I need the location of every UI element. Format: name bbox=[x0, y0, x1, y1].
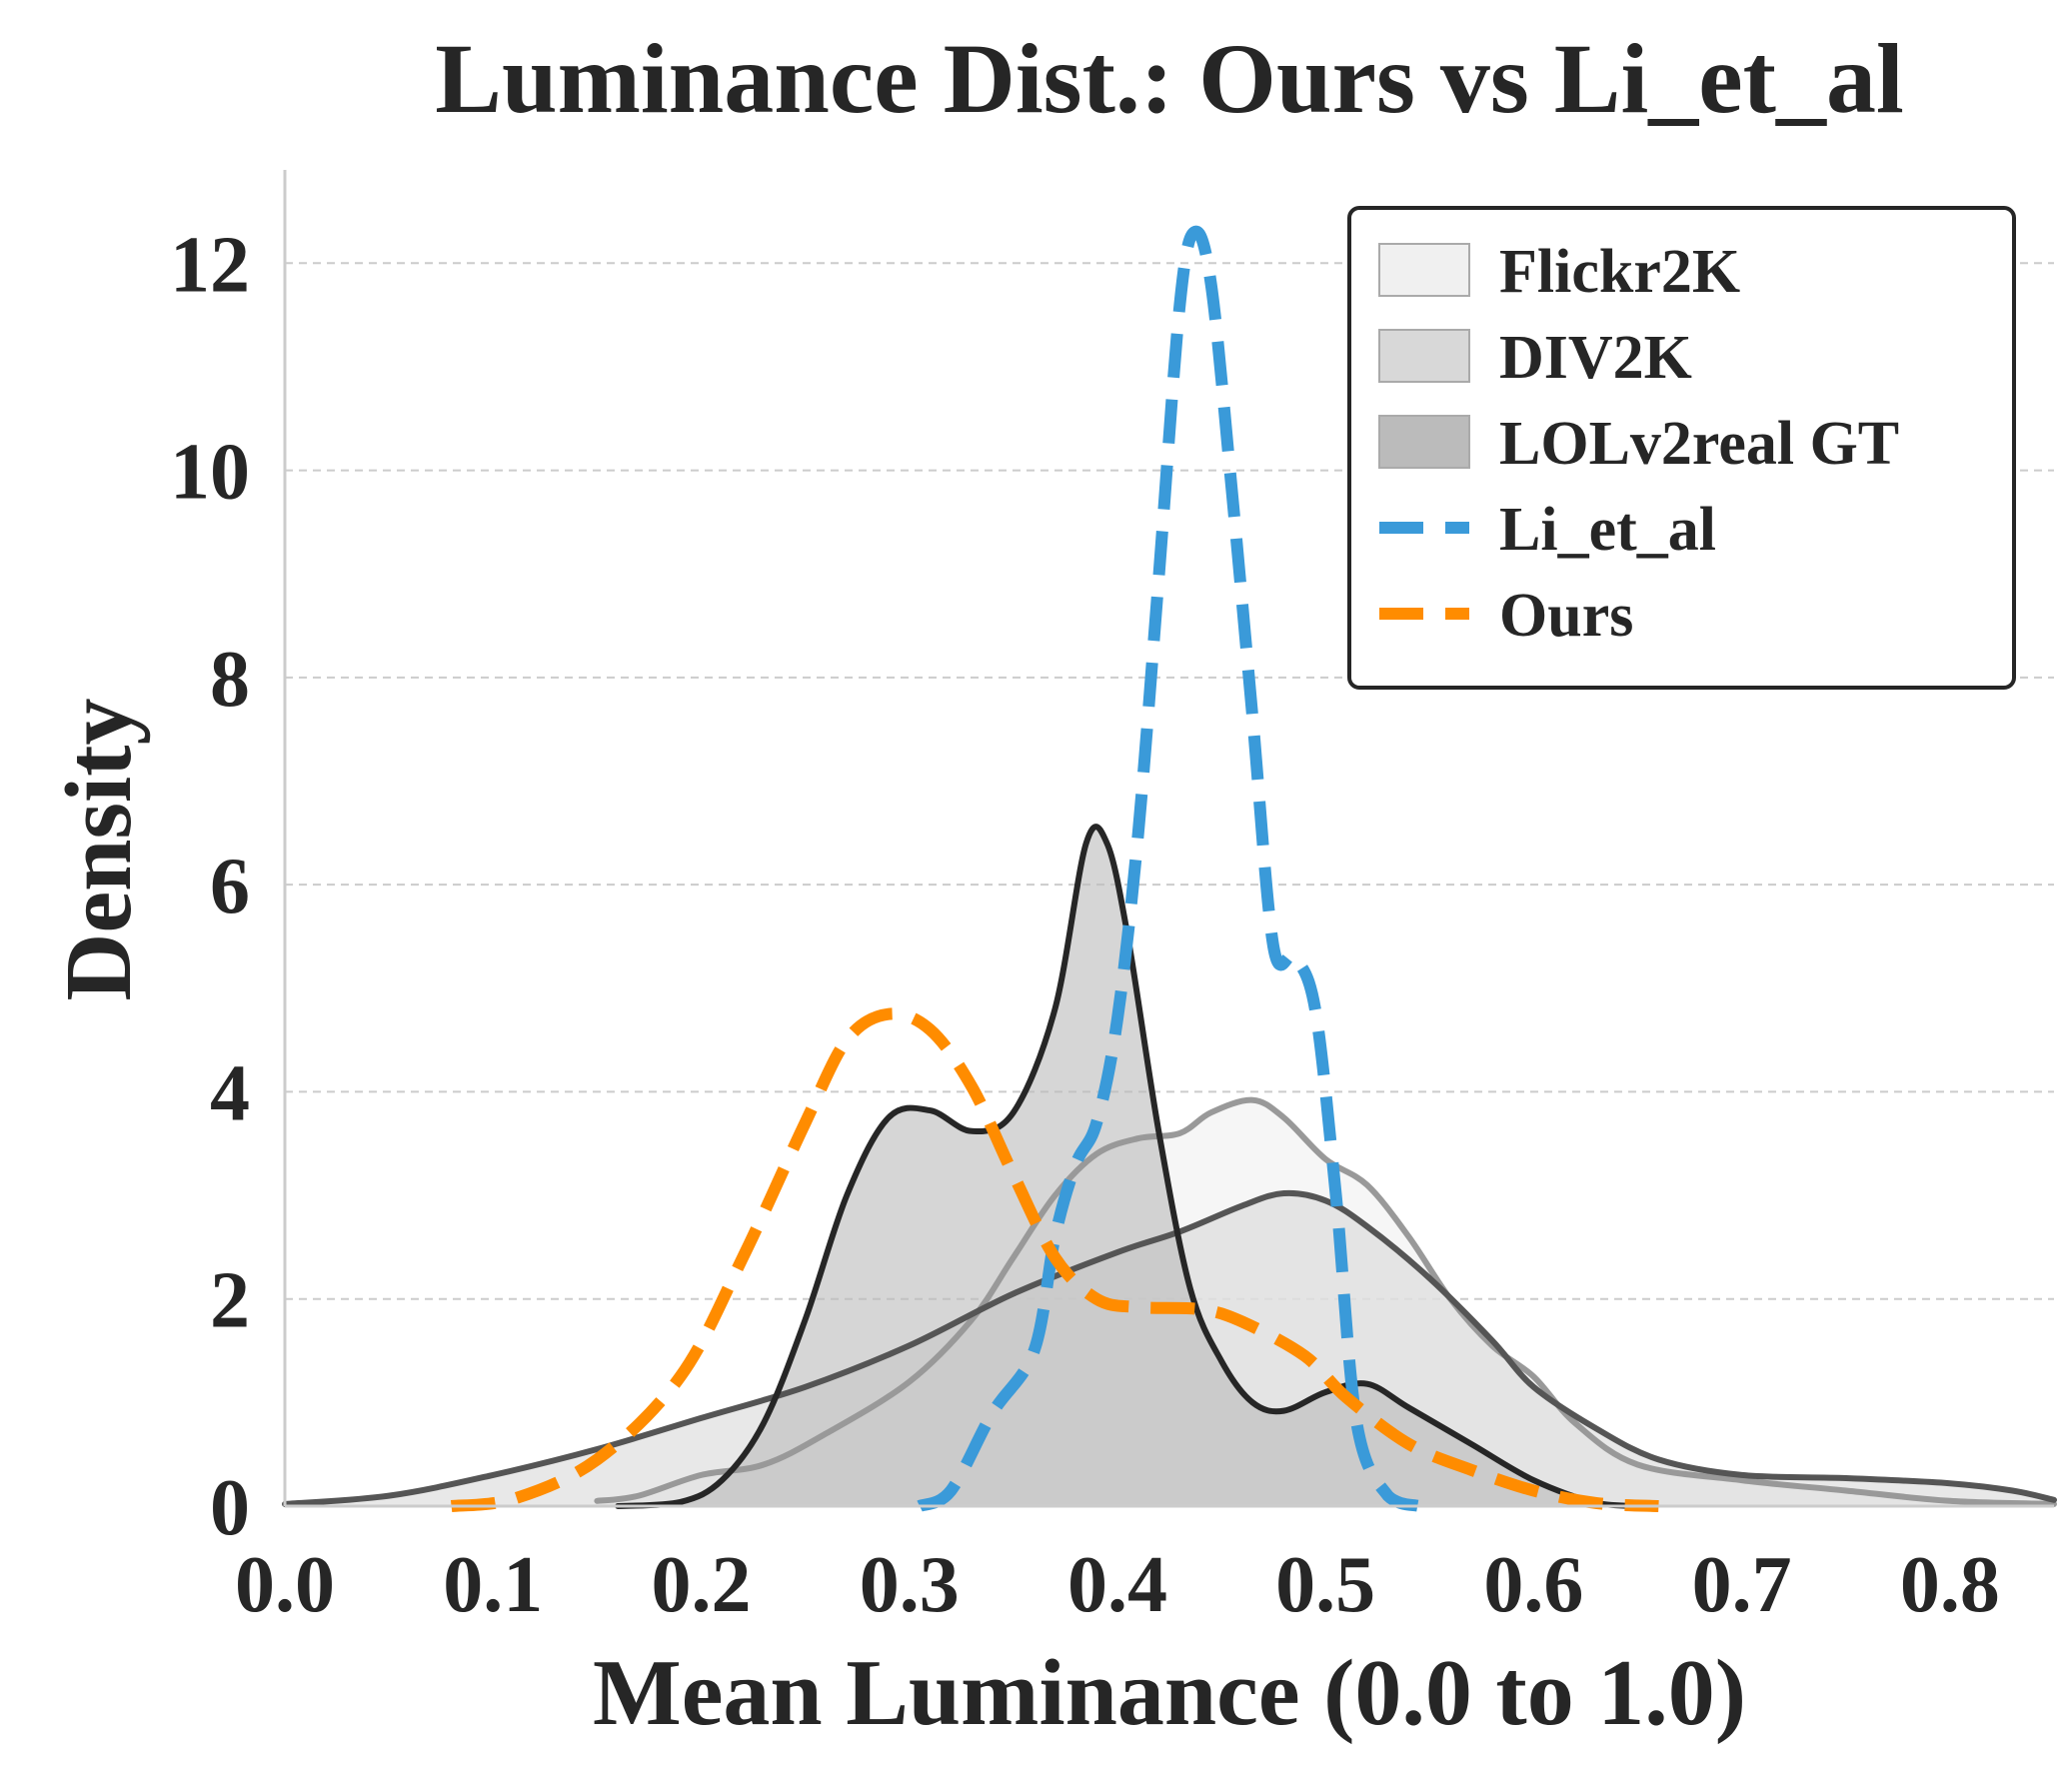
x-tick-labels: 0.0 0.1 0.2 0.3 0.4 0.5 0.6 0.7 0.8 bbox=[235, 1541, 2000, 1629]
line-li-et-al bbox=[917, 225, 1421, 1512]
density-areas bbox=[285, 827, 2054, 1506]
legend-label-ours: Ours bbox=[1499, 582, 1633, 650]
legend: Flickr2K DIV2K LOLv2real GT Li_et_al Ours bbox=[1347, 206, 2016, 690]
legend-label-lolv2real-gt: LOLv2real GT bbox=[1499, 410, 1899, 478]
legend-box bbox=[1347, 206, 2016, 690]
y-tick-label-2: 2 bbox=[210, 1257, 250, 1345]
x-tick-label-0.2: 0.2 bbox=[651, 1541, 751, 1629]
x-tick-label-0.8: 0.8 bbox=[1900, 1541, 2000, 1629]
legend-swatch-flickr2k bbox=[1378, 243, 1470, 297]
x-tick-label-0.0: 0.0 bbox=[235, 1541, 335, 1629]
legend-label-li-et-al: Li_et_al bbox=[1499, 496, 1716, 564]
x-tick-label-0.4: 0.4 bbox=[1067, 1541, 1167, 1629]
legend-label-flickr2k: Flickr2K bbox=[1499, 238, 1740, 306]
density-lines bbox=[282, 225, 2057, 1512]
line-lolv2real-gt bbox=[615, 824, 1641, 1509]
x-tick-label-0.7: 0.7 bbox=[1692, 1541, 1792, 1629]
x-tick-label-0.6: 0.6 bbox=[1483, 1541, 1583, 1629]
y-axis-label: Density bbox=[47, 699, 151, 1001]
chart-title: Luminance Dist.: Ours vs Li_et_al bbox=[435, 23, 1903, 134]
legend-swatch-lolv2real-gt bbox=[1378, 415, 1470, 469]
y-tick-labels: 0 2 4 6 8 10 12 bbox=[170, 221, 250, 1552]
x-tick-label-0.3: 0.3 bbox=[860, 1541, 960, 1629]
line-flickr2k bbox=[594, 1096, 2057, 1507]
y-tick-label-0: 0 bbox=[210, 1464, 250, 1552]
line-ours bbox=[450, 1007, 1659, 1512]
x-tick-label-0.5: 0.5 bbox=[1275, 1541, 1375, 1629]
line-div2k bbox=[282, 1189, 2057, 1507]
x-tick-label-0.1: 0.1 bbox=[443, 1541, 543, 1629]
y-tick-label-6: 6 bbox=[210, 843, 250, 930]
y-tick-label-10: 10 bbox=[170, 429, 250, 517]
x-axis-label: Mean Luminance (0.0 to 1.0) bbox=[593, 1641, 1746, 1745]
legend-label-div2k: DIV2K bbox=[1499, 324, 1692, 392]
legend-swatch-div2k bbox=[1378, 329, 1470, 383]
axes bbox=[283, 170, 2054, 1508]
y-tick-label-12: 12 bbox=[170, 221, 250, 309]
y-tick-label-4: 4 bbox=[210, 1049, 250, 1137]
y-tick-label-8: 8 bbox=[210, 636, 250, 724]
area-lolv2real-gt bbox=[618, 827, 1638, 1506]
